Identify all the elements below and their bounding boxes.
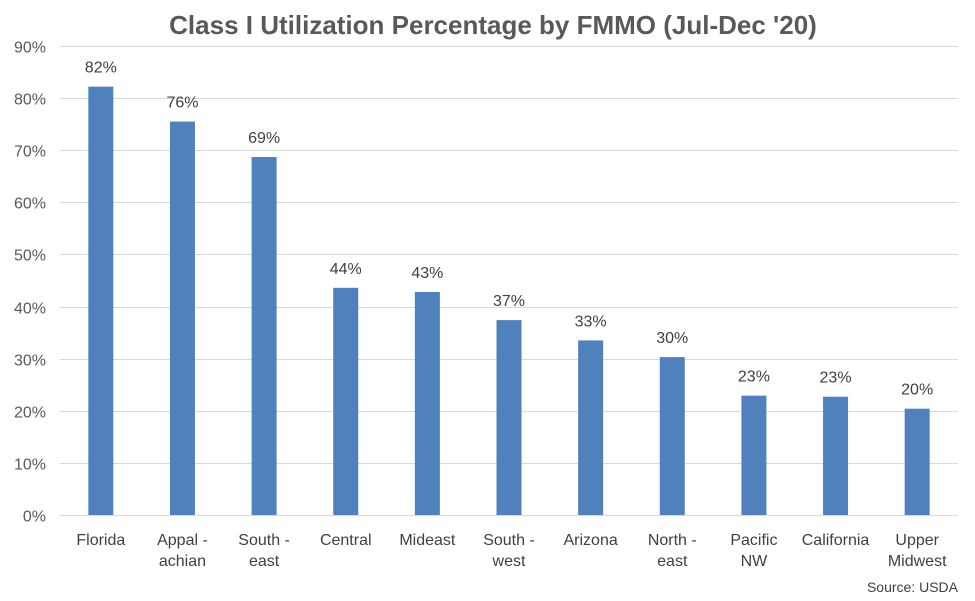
- category-label-line: achian: [159, 553, 206, 570]
- bar: [88, 86, 114, 515]
- bar: [578, 340, 604, 515]
- category-label: Upper Midwest: [888, 532, 947, 570]
- data-label: 23%: [820, 370, 852, 387]
- bar: [496, 320, 522, 515]
- data-label: 30%: [656, 330, 688, 347]
- category-label-line: Mideast: [399, 532, 456, 549]
- bar: [251, 156, 277, 515]
- category-label: Central: [320, 532, 372, 549]
- bar: [741, 395, 767, 515]
- y-tick-label: 0%: [23, 509, 46, 526]
- category-label: Florida: [76, 532, 125, 549]
- category-label-line: east: [249, 553, 280, 570]
- data-label: 82%: [85, 60, 117, 77]
- data-label: 43%: [411, 265, 443, 282]
- data-label: 44%: [330, 261, 362, 278]
- chart-title: Class I Utilization Percentage by FMMO (…: [169, 10, 817, 40]
- category-label-line: west: [492, 553, 526, 570]
- category-label-line: Central: [320, 532, 372, 549]
- gridlines: [60, 46, 958, 516]
- category-label-line: Upper: [895, 532, 939, 549]
- y-tick-label: 60%: [14, 196, 46, 213]
- y-tick-label: 10%: [14, 457, 46, 474]
- y-tick-label: 30%: [14, 353, 46, 370]
- data-labels: 82% 76% 69% 44% 43% 37% 33% 30% 23% 23% 20%: [85, 60, 933, 399]
- data-label: 33%: [575, 313, 607, 330]
- category-label-line: Florida: [76, 532, 125, 549]
- category-label: Pacific NW: [730, 532, 777, 570]
- bar: [904, 408, 930, 515]
- category-label: Mideast: [399, 532, 456, 549]
- category-label-line: Arizona: [564, 532, 618, 549]
- data-label: 76%: [166, 95, 198, 112]
- y-tick-label: 50%: [14, 248, 46, 265]
- data-label: 37%: [493, 293, 525, 310]
- bar: [333, 287, 359, 515]
- data-label: 23%: [738, 369, 770, 386]
- bar: [414, 291, 440, 515]
- y-tick-label: 70%: [14, 144, 46, 161]
- y-tick-label: 90%: [14, 40, 46, 57]
- bars: [88, 86, 930, 516]
- category-label: South - east: [238, 532, 290, 570]
- category-label-line: NW: [741, 553, 769, 570]
- category-label: South - west: [483, 532, 535, 570]
- x-axis: Florida Appal - achian South - east Central Mi…: [76, 532, 947, 570]
- category-label-line: North -: [648, 532, 697, 549]
- category-label: California: [802, 532, 870, 549]
- category-label-line: South -: [483, 532, 535, 549]
- y-tick-label: 80%: [14, 92, 46, 109]
- category-label: Arizona: [564, 532, 618, 549]
- category-label-line: South -: [238, 532, 290, 549]
- category-label: North - east: [648, 532, 697, 570]
- category-label-line: Midwest: [888, 553, 947, 570]
- category-label-line: California: [802, 532, 870, 549]
- y-axis: 0% 10% 20% 30% 40% 50% 60% 70% 80% 90%: [14, 40, 46, 526]
- bar: [823, 396, 849, 515]
- category-label-line: Pacific: [730, 532, 777, 549]
- data-label: 20%: [901, 382, 933, 399]
- source-note: Source: USDA: [867, 579, 959, 595]
- category-label-line: east: [657, 553, 688, 570]
- data-label: 69%: [248, 130, 280, 147]
- bar: [659, 357, 685, 515]
- bar: [169, 121, 195, 516]
- y-tick-label: 20%: [14, 405, 46, 422]
- y-tick-label: 40%: [14, 301, 46, 318]
- category-label-line: Appal -: [157, 532, 208, 549]
- category-label: Appal - achian: [157, 532, 208, 570]
